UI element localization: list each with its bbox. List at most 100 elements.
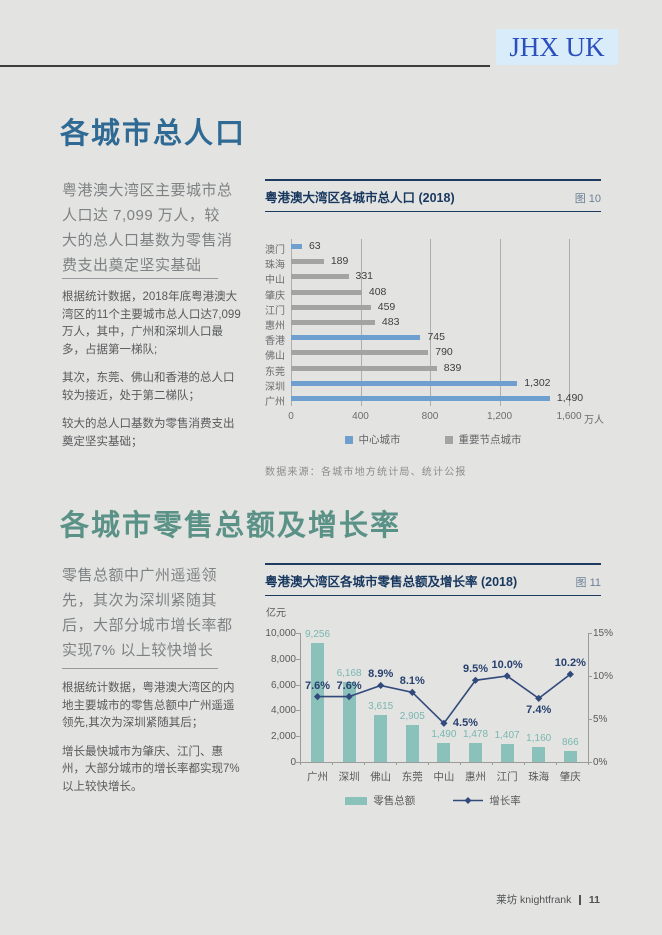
value-label: 1,490 — [556, 391, 584, 404]
population-chart: 澳门 63 珠海 189 中山 331 肇庆 408 江门 459 惠州 483 香港 745 佛山 790 东… — [265, 239, 604, 426]
axis-tick-mark — [556, 762, 557, 765]
bar-row: 澳门 63 — [265, 239, 601, 256]
bar-value-label: 866 — [561, 736, 579, 748]
bar-row: 中山 331 — [265, 269, 601, 286]
category-label: 江门 — [496, 771, 518, 783]
section-divider — [62, 668, 218, 669]
category-label: 中山 — [433, 771, 455, 783]
bar — [500, 743, 514, 762]
value-label: 839 — [443, 361, 462, 374]
chart-title: 粤港澳大湾区各城市总人口 (2018) — [265, 191, 455, 205]
growth-label: 7.4% — [526, 704, 552, 717]
bar — [291, 380, 518, 386]
bar — [374, 715, 388, 762]
bar-value-label: 1,407 — [494, 729, 520, 741]
bar-value-label: 3,615 — [368, 701, 394, 713]
axis-tick-mark — [332, 762, 333, 765]
category-label: 深圳 — [338, 771, 360, 783]
paragraph: 根据统计数据，粤港澳大湾区的内地主要城市的零售总额中广州遥遥领先,其次为深圳紧随… — [62, 682, 235, 729]
y2-axis-tick: 10% — [593, 671, 614, 682]
bar — [291, 395, 550, 401]
legend-item: 重要节点城市 — [444, 432, 522, 447]
axis-tick-mark — [296, 710, 300, 712]
axis-tick-mark — [588, 762, 592, 763]
bar-value-label: 2,905 — [399, 710, 425, 722]
growth-label: 4.5% — [452, 717, 478, 730]
panel-rule-bottom — [265, 595, 601, 596]
legend-label: 增长率 — [489, 795, 521, 807]
axis-tick-mark — [296, 684, 300, 686]
axis-tick-mark — [296, 762, 300, 763]
category-label: 香港 — [265, 336, 285, 348]
bar — [291, 289, 362, 295]
axis-tick-mark — [300, 762, 301, 765]
y-axis-tick: 0 — [290, 757, 296, 768]
chart-legend: 零售总额 增长率 — [265, 793, 601, 808]
category-label: 肇庆 — [265, 290, 285, 302]
figure-number: 图 10 — [574, 193, 601, 205]
category-label: 佛山 — [370, 771, 392, 783]
brand-badge: JHX UK — [496, 29, 618, 65]
category-label: 惠州 — [265, 320, 285, 332]
gridline — [569, 239, 570, 406]
bar-value-label: 6,168 — [336, 668, 362, 680]
axis-tick-mark — [296, 736, 300, 738]
axis-line — [300, 762, 589, 763]
bar-rows: 澳门 63 珠海 189 中山 331 肇庆 408 江门 459 惠州 483 香港 745 佛山 790 东… — [265, 239, 601, 408]
section-retail-body: 根据统计数据，粤港澳大湾区的内地主要城市的零售总额中广州遥遥领先,其次为深圳紧随… — [62, 680, 244, 807]
axis-tick-mark — [296, 633, 300, 634]
population-chart-panel: 粤港澳大湾区各城市总人口 (2018) 图 10 澳门 63 珠海 189 中山 331 肇… — [265, 179, 604, 478]
value-label: 189 — [330, 255, 349, 268]
gridline — [430, 239, 431, 406]
paragraph: 较大的总人口基数为零售消费支出奠定坚实基础； — [62, 418, 235, 448]
axis-tick: 800 — [421, 411, 439, 422]
page-number: 11 — [588, 893, 600, 906]
retail-chart: 亿元 零售总额 增长率 10,000 8,000 6,000 4,000 2,000 0 15… — [265, 563, 613, 819]
bar-row: 东莞 839 — [265, 361, 601, 378]
axis-tick-mark — [588, 633, 592, 634]
bar — [342, 682, 356, 762]
axis-tick-mark — [524, 762, 525, 765]
bar — [291, 335, 421, 341]
bar-row: 香港 745 — [265, 330, 601, 348]
section-population-title: 各城市总人口 — [60, 118, 247, 150]
legend-label: 零售总额 — [373, 795, 416, 807]
value-label: 1,302 — [524, 376, 551, 389]
panel-header: 粤港澳大湾区各城市总人口 (2018) 图 10 — [265, 181, 601, 211]
bar-row: 深圳 1,302 — [265, 376, 601, 393]
bar-value-label: 9,256 — [304, 628, 331, 640]
bar — [311, 642, 324, 762]
bar — [532, 747, 546, 762]
growth-label: 7.6% — [336, 679, 362, 692]
section-population-body: 根据统计数据，2018年底粤港澳大湾区的11个主要城市总人口达7,099万人，其… — [62, 289, 244, 462]
axis-tick: 400 — [352, 411, 369, 422]
chart-source: 数据来源：各城市地方统计局、统计公报 — [265, 467, 467, 478]
footer-separator-icon — [579, 894, 581, 905]
axis-tick-mark — [588, 719, 592, 720]
axis-line — [588, 633, 589, 762]
axis-tick-mark — [296, 658, 300, 660]
axis-tick-mark — [364, 762, 365, 765]
y2-axis-tick: 15% — [593, 628, 614, 639]
axis-tick-mark — [588, 676, 592, 677]
bar — [291, 365, 437, 371]
value-label: 63 — [308, 240, 321, 252]
bar-row: 江门 459 — [265, 300, 601, 317]
legend-bar-swatch-icon — [345, 796, 368, 805]
category-label: 佛山 — [265, 351, 285, 363]
y-axis-tick: 2,000 — [270, 731, 296, 743]
value-label: 408 — [368, 285, 387, 298]
category-label: 广州 — [307, 771, 328, 783]
value-label: 483 — [381, 315, 400, 328]
bar — [469, 742, 482, 762]
panel-header: 粤港澳大湾区各城市零售总额及增长率 (2018) 图 11 — [265, 565, 601, 595]
value-label: 459 — [377, 300, 396, 313]
bar-row: 珠海 189 — [265, 254, 601, 271]
growth-label: 10.0% — [491, 659, 523, 671]
bar-value-label: 1,160 — [526, 733, 552, 745]
category-label: 惠州 — [465, 771, 486, 783]
panel-rule-bottom — [265, 211, 601, 212]
bar — [405, 724, 419, 762]
category-label: 广州 — [265, 396, 285, 408]
